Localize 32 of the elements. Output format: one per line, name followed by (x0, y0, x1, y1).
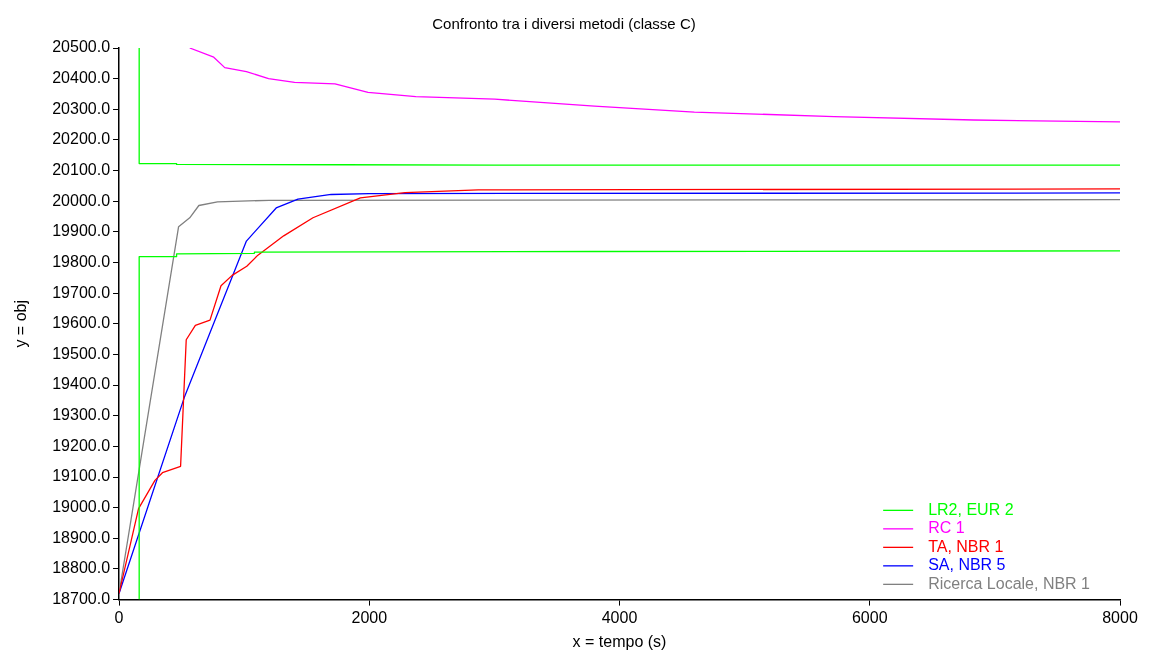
y-tick-label: 18800.0 (52, 559, 111, 577)
legend-label: LR2, EUR 2 (928, 500, 1014, 518)
y-tick-label: 19400.0 (52, 375, 111, 393)
y-tick-label: 19800.0 (52, 252, 111, 270)
y-tick-label: 20500.0 (52, 38, 111, 56)
y-tick-label: 19500.0 (52, 344, 111, 362)
legend-label: TA, NBR 1 (928, 537, 1004, 555)
y-tick-label: 20000.0 (52, 191, 111, 209)
legend-label: SA, NBR 5 (928, 556, 1006, 574)
x-tick-label: 4000 (601, 608, 638, 626)
y-axis-title: y = obj (12, 300, 30, 348)
y-tick-label: 20400.0 (52, 69, 111, 87)
y-tick-label: 19900.0 (52, 222, 111, 240)
x-axis-title: x = tempo (s) (572, 632, 667, 650)
x-tick-label: 2000 (351, 608, 388, 626)
x-tick-label: 0 (114, 608, 124, 626)
y-tick-label: 20200.0 (52, 130, 111, 148)
y-tick-label: 18900.0 (52, 528, 111, 546)
x-tick-label: 8000 (1102, 608, 1138, 626)
y-tick-label: 19600.0 (52, 314, 111, 332)
y-tick-label: 20100.0 (52, 160, 111, 178)
chart-title: Confronto tra i diversi metodi (classe C) (432, 15, 696, 33)
y-tick-label: 19300.0 (52, 406, 111, 424)
y-tick-label: 19700.0 (52, 283, 111, 301)
legend-label: RC 1 (928, 519, 965, 537)
x-tick-label: 6000 (851, 608, 888, 626)
y-tick-label: 19200.0 (52, 436, 111, 454)
y-tick-label: 19100.0 (52, 467, 111, 485)
y-tick-label: 19000.0 (52, 498, 111, 516)
y-tick-label: 18700.0 (52, 590, 111, 608)
legend-label: Ricerca Locale, NBR 1 (928, 574, 1091, 592)
y-tick-label: 20300.0 (52, 99, 111, 117)
